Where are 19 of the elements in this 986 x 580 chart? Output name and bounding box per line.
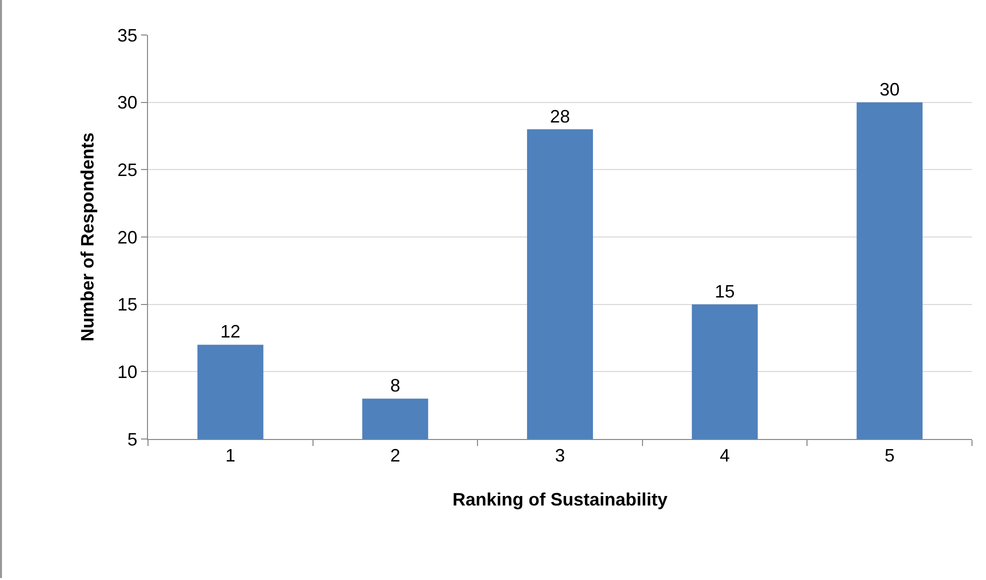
x-tick-label: 2 bbox=[390, 446, 400, 466]
y-tick-label: 25 bbox=[117, 160, 138, 180]
x-tick-label: 1 bbox=[225, 446, 236, 466]
y-tick-label: 10 bbox=[117, 362, 138, 382]
x-tick-label: 4 bbox=[720, 446, 730, 466]
y-axis-title: Number of Respondents bbox=[78, 132, 98, 342]
y-tick-label: 15 bbox=[117, 294, 138, 315]
y-tick-label: 5 bbox=[127, 429, 138, 450]
data-label: 12 bbox=[220, 322, 240, 342]
data-label: 30 bbox=[880, 79, 900, 100]
x-tick-label: 3 bbox=[554, 446, 566, 466]
data-label: 15 bbox=[714, 281, 735, 302]
x-axis-title: Ranking of Sustainability bbox=[452, 490, 668, 510]
x-tick-label: 5 bbox=[884, 446, 895, 466]
data-label: 28 bbox=[550, 106, 570, 126]
data-label: 8 bbox=[390, 376, 400, 396]
y-tick-label: 30 bbox=[117, 92, 138, 113]
y-tick-label: 20 bbox=[117, 227, 138, 248]
y-tick-label: 35 bbox=[117, 25, 138, 46]
